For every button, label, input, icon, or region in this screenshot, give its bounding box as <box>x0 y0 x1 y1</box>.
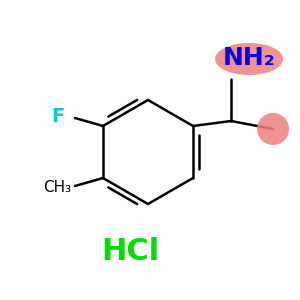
Text: NH₂: NH₂ <box>223 46 275 70</box>
Text: HCl: HCl <box>101 238 159 266</box>
Text: CH₃: CH₃ <box>43 181 71 196</box>
Ellipse shape <box>215 43 283 75</box>
Circle shape <box>257 113 289 145</box>
Text: F: F <box>52 106 65 125</box>
